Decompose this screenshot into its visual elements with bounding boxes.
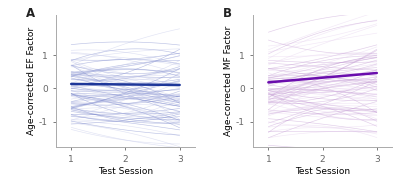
Text: A: A (26, 7, 34, 20)
Y-axis label: Age-corrected EF Factor: Age-corrected EF Factor (27, 27, 36, 135)
X-axis label: Test Session: Test Session (295, 167, 350, 176)
X-axis label: Test Session: Test Session (98, 167, 153, 176)
Text: B: B (223, 7, 232, 20)
Y-axis label: Age-corrected MF Factor: Age-corrected MF Factor (224, 26, 233, 136)
